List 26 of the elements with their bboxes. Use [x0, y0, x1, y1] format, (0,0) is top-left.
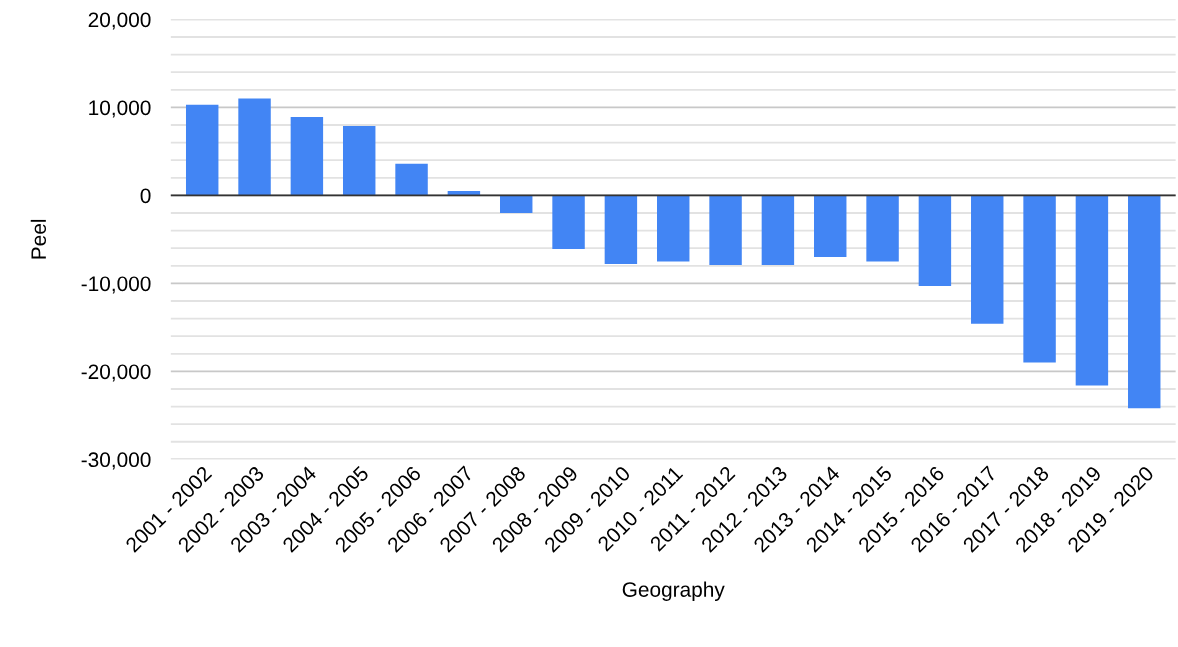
- bar: [1023, 195, 1056, 363]
- bar: [342, 125, 376, 196]
- y-tick-label: -20,000: [81, 364, 151, 382]
- bar: [238, 98, 271, 196]
- bar: [971, 195, 1004, 324]
- bar: [552, 195, 585, 250]
- bar: [500, 195, 533, 213]
- bar: [761, 195, 795, 265]
- y-tick-label: -10,000: [81, 276, 151, 294]
- bar: [918, 195, 952, 287]
- y-tick-label: -30,000: [81, 452, 151, 470]
- bar: [604, 195, 638, 265]
- bar: [1075, 195, 1109, 386]
- bar: [185, 104, 219, 196]
- bar: [1128, 195, 1161, 409]
- y-axis-title: Peel: [30, 219, 47, 259]
- bar: [866, 195, 899, 262]
- bar: [657, 195, 690, 262]
- y-tick-label: 10,000: [89, 100, 151, 118]
- bar: [395, 163, 428, 196]
- x-axis-title: Geography: [622, 581, 725, 602]
- bar: [290, 117, 324, 196]
- bar: [709, 195, 742, 265]
- bar: [814, 195, 847, 257]
- y-tick-label: 20,000: [88, 12, 151, 30]
- y-tick-label: 0: [140, 188, 151, 204]
